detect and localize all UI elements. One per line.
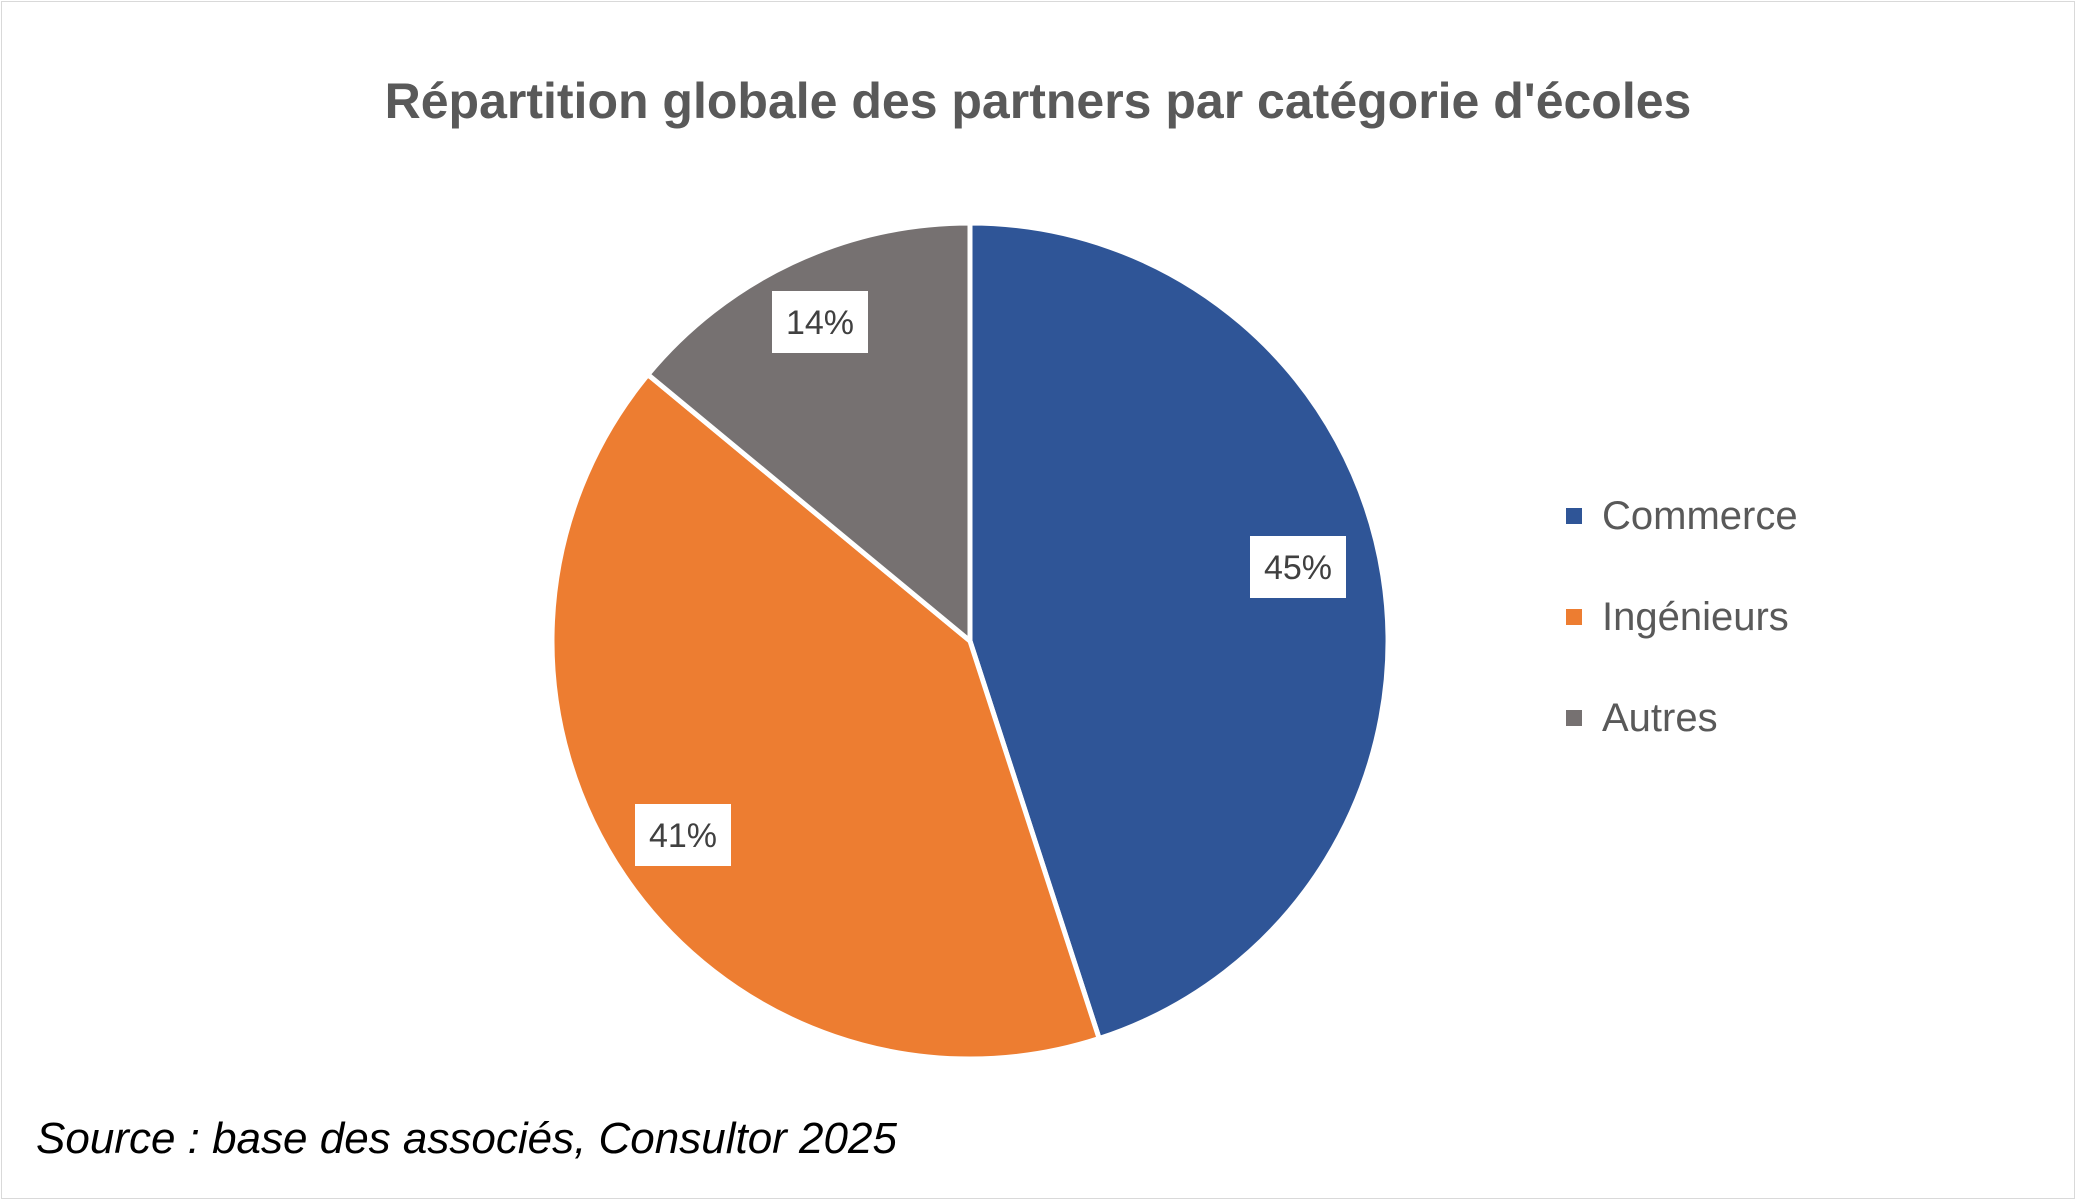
data-label-text: 14% [786, 304, 854, 342]
data-label-autres: 14% [772, 291, 868, 353]
data-label-box [772, 291, 868, 353]
legend-label-ingenieurs: Ingénieurs [1602, 594, 1789, 639]
data-label-commerce: 45% [1250, 536, 1346, 598]
chart-title: Répartition globale des partners par cat… [384, 73, 1692, 129]
legend-label-commerce: Commerce [1602, 493, 1798, 538]
pie-slice-commerce [967, 220, 1391, 1042]
legend-item-autres: Autres [1566, 688, 1718, 748]
legend-swatch-commerce [1566, 508, 1582, 524]
legend-label-autres: Autres [1602, 695, 1718, 740]
legend-item-ingenieurs: Ingénieurs [1566, 587, 1789, 647]
data-label-box [635, 804, 731, 866]
pie-slice-autres [645, 220, 973, 644]
legend-item-commerce: Commerce [1566, 486, 1798, 546]
source-note: Source : base des associés, Consultor 20… [36, 1114, 897, 1163]
data-label-text: 41% [649, 817, 717, 855]
pie-slice-ingenieurs [549, 372, 1102, 1062]
data-label-text: 45% [1264, 549, 1332, 587]
data-label-ingenieurs: 41% [635, 804, 731, 866]
legend-swatch-autres [1566, 710, 1582, 726]
data-label-box [1250, 536, 1346, 598]
legend-swatch-ingenieurs [1566, 609, 1582, 625]
